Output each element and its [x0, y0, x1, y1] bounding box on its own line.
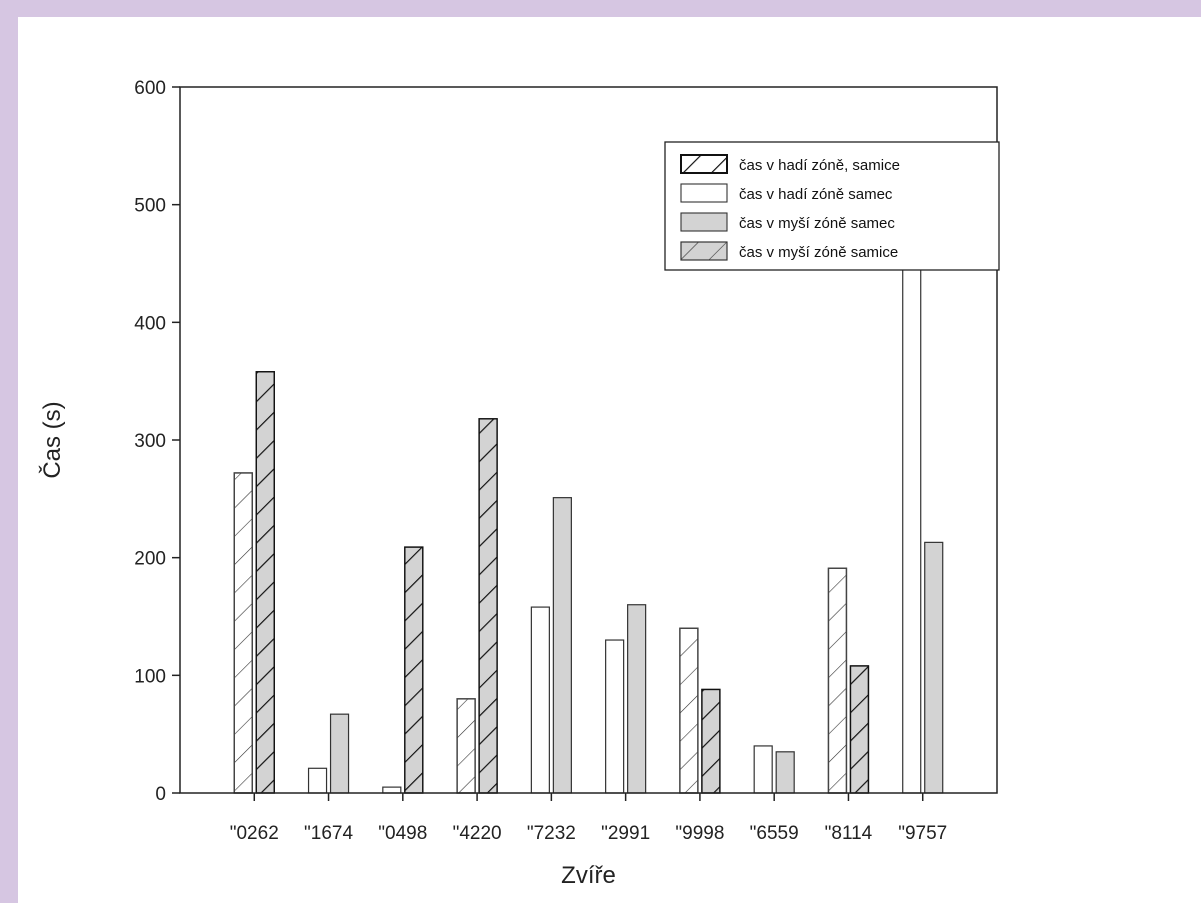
y-axis-title: Čas (s): [38, 401, 66, 478]
bar: [307, 767, 328, 794]
bar: [775, 751, 795, 794]
bar-hatch: [827, 567, 848, 794]
x-tick-label: "6559: [750, 823, 799, 844]
y-tick-label: 300: [134, 431, 166, 452]
bars-layer: [233, 184, 944, 794]
bar: [753, 745, 773, 794]
bar-hatch: [456, 698, 476, 794]
x-tick-label: "9998: [675, 823, 724, 844]
x-axis-title: Zvíře: [561, 862, 616, 889]
legend-label: čas v myší zóně samice: [739, 244, 898, 261]
y-tick-label: 600: [134, 78, 166, 99]
y-axis: 0 100 200 300 400 500 600: [134, 78, 180, 805]
bar-hatch: [255, 371, 275, 794]
legend-label: čas v hadí zóně, samice: [739, 157, 900, 174]
bar-hatch: [404, 546, 424, 794]
x-tick-label: "7232: [527, 823, 576, 844]
x-tick-label: "9757: [898, 823, 947, 844]
bar: [329, 713, 350, 794]
y-tick-label: 200: [134, 549, 166, 570]
bar-hatch: [233, 472, 253, 794]
y-tick-label: 500: [134, 196, 166, 217]
y-tick-label: 400: [134, 313, 166, 334]
y-tick-label: 100: [134, 666, 166, 687]
x-tick-label: "0498: [378, 823, 427, 844]
x-tick-label: "1674: [304, 823, 353, 844]
bar: [627, 604, 647, 794]
bar-hatch: [478, 418, 498, 794]
legend-swatch: [680, 183, 728, 203]
x-tick-label: "0262: [230, 823, 279, 844]
bar-hatch: [701, 688, 721, 794]
legend-swatch: [680, 212, 728, 232]
y-tick-label: 0: [155, 784, 166, 805]
chart-figure: 0 100 200 300 400 500 600 "0262 "1674 "0498 "4220…: [18, 17, 1201, 903]
bar-chart: 0 100 200 300 400 500 600 "0262 "1674 "0498 "4220…: [38, 78, 1000, 889]
bar-hatch: [679, 627, 699, 794]
x-axis: "0262 "1674 "0498 "4220 "7232 "2991 "9998 "6559…: [230, 793, 947, 844]
bar: [605, 639, 625, 794]
x-tick-label: "4220: [453, 823, 502, 844]
bar-hatch: [849, 665, 870, 794]
bar: [552, 497, 572, 794]
legend-label: čas v myší zóně samec: [739, 215, 895, 232]
x-tick-label: "8114: [825, 823, 873, 844]
legend-swatch-hatch: [680, 154, 728, 174]
x-tick-label: "2991: [601, 823, 650, 844]
bar: [924, 541, 944, 794]
bar: [530, 606, 550, 794]
legend-swatch-hatch: [680, 241, 728, 261]
legend: čas v hadí zóně, samice čas v hadí zóně s…: [664, 141, 1000, 271]
legend-label: čas v hadí zóně samec: [739, 186, 893, 203]
bar: [382, 786, 402, 794]
bar: [902, 184, 922, 794]
